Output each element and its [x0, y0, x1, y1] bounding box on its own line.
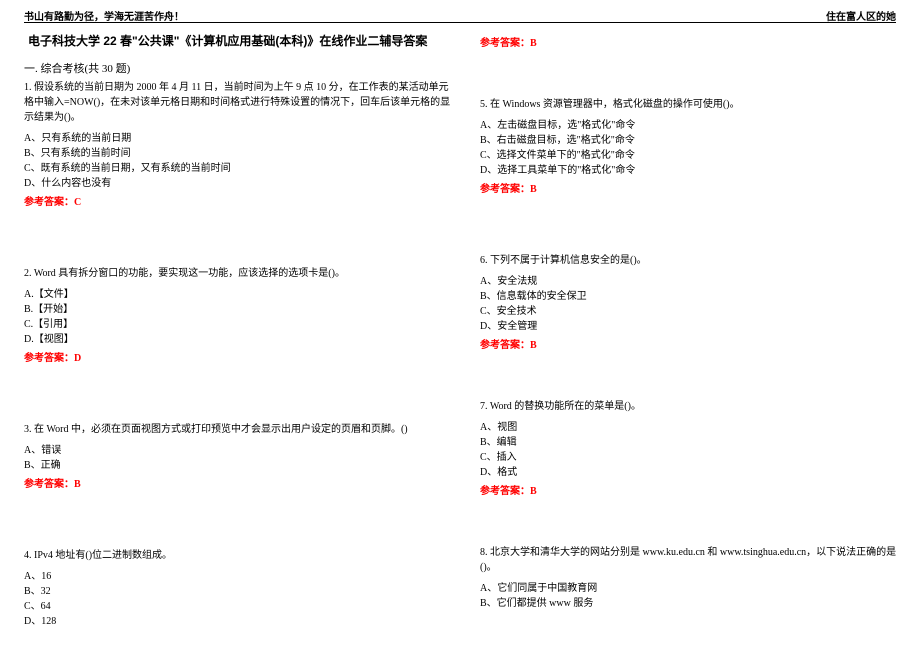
question-option: C、64 — [24, 599, 454, 614]
right-column: 参考答案：B 5. 在 Windows 资源管理器中，格式化磁盘的操作可使用()。… — [480, 32, 910, 611]
question-option: D、选择工具菜单下的"格式化"命令 — [480, 163, 910, 178]
question-stem: 1. 假设系统的当前日期为 2000 年 4 月 11 日，当前时间为上午 9 … — [24, 80, 454, 125]
answer-label: 参考答案：B — [480, 338, 910, 353]
question-option: D、格式 — [480, 465, 910, 480]
question-stem: 4. IPv4 地址有()位二进制数组成。 — [24, 548, 454, 563]
spacer — [480, 55, 910, 97]
left-column: 1. 假设系统的当前日期为 2000 年 4 月 11 日，当前时间为上午 9 … — [24, 80, 454, 629]
question-option: A、它们同属于中国教育网 — [480, 581, 910, 596]
question-option: A、16 — [24, 569, 454, 584]
question-option: D.【视图】 — [24, 332, 454, 347]
question-option: A、安全法规 — [480, 274, 910, 289]
question-stem: 8. 北京大学和清华大学的网站分别是 www.ku.edu.cn 和 www.t… — [480, 545, 910, 575]
question-stem: 2. Word 具有拆分窗口的功能，要实现这一功能，应该选择的选项卡是()。 — [24, 266, 454, 281]
header-left: 书山有路勤为径，学海无涯苦作舟！ — [24, 8, 184, 23]
question-stem: 5. 在 Windows 资源管理器中，格式化磁盘的操作可使用()。 — [480, 97, 910, 112]
answer-label: 参考答案：B — [480, 182, 910, 197]
question-option: C、既有系统的当前日期，又有系统的当前时间 — [24, 161, 454, 176]
question-option: C、插入 — [480, 450, 910, 465]
section-title: 一. 综合考核(共 30 题) — [24, 60, 130, 76]
question-option: A、错误 — [24, 443, 454, 458]
question-option: B、信息载体的安全保卫 — [480, 289, 910, 304]
question-option: C、安全技术 — [480, 304, 910, 319]
question-option: B.【开始】 — [24, 302, 454, 317]
spacer — [480, 503, 910, 545]
answer-label: 参考答案：C — [24, 195, 454, 210]
answer-label: 参考答案：D — [24, 351, 454, 366]
spacer — [480, 357, 910, 399]
question-option: B、正确 — [24, 458, 454, 473]
header-right: 住在富人区的她 — [826, 8, 896, 23]
answer-label: 参考答案：B — [24, 477, 454, 492]
answer-label: 参考答案：B — [480, 36, 910, 51]
question-option: C.【引用】 — [24, 317, 454, 332]
answer-label: 参考答案：B — [480, 484, 910, 499]
header-divider — [24, 22, 896, 23]
question-option: D、什么内容也没有 — [24, 176, 454, 191]
question-option: D、128 — [24, 614, 454, 629]
spacer — [480, 201, 910, 253]
question-option: B、32 — [24, 584, 454, 599]
question-stem: 3. 在 Word 中，必须在页面视图方式或打印预览中才会显示出用户设定的页眉和… — [24, 422, 454, 437]
spacer — [24, 214, 454, 266]
question-option: A、只有系统的当前日期 — [24, 131, 454, 146]
question-option: A.【文件】 — [24, 287, 454, 302]
question-option: D、安全管理 — [480, 319, 910, 334]
question-option: B、右击磁盘目标，选"格式化"命令 — [480, 133, 910, 148]
question-option: B、只有系统的当前时间 — [24, 146, 454, 161]
question-option: A、视图 — [480, 420, 910, 435]
page-title: 电子科技大学 22 春"公共课"《计算机应用基础(本科)》在线作业二辅导答案 — [28, 32, 427, 49]
question-option: C、选择文件菜单下的"格式化"命令 — [480, 148, 910, 163]
question-stem: 7. Word 的替换功能所在的菜单是()。 — [480, 399, 910, 414]
spacer — [24, 370, 454, 422]
question-option: A、左击磁盘目标，选"格式化"命令 — [480, 118, 910, 133]
question-option: B、编辑 — [480, 435, 910, 450]
question-option: B、它们都提供 www 服务 — [480, 596, 910, 611]
spacer — [24, 496, 454, 548]
question-stem: 6. 下列不属于计算机信息安全的是()。 — [480, 253, 910, 268]
